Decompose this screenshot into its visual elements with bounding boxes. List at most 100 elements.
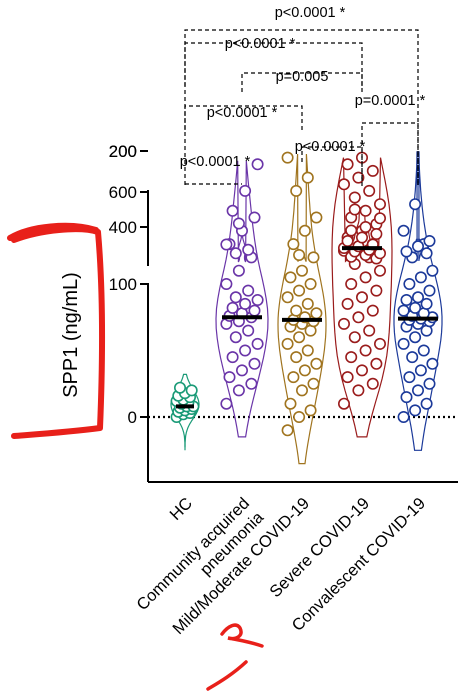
data-point (242, 324, 255, 337)
data-point (417, 344, 430, 357)
data-point (370, 284, 383, 297)
data-point (295, 384, 308, 397)
data-point (420, 397, 433, 410)
data-point (411, 291, 424, 304)
data-point (352, 384, 365, 397)
data-point (409, 198, 422, 211)
data-point (229, 291, 242, 304)
data-point (370, 228, 383, 241)
p-value-label: p=0.0001 * (355, 93, 426, 109)
data-point (298, 224, 311, 237)
data-point (345, 224, 358, 237)
data-point (304, 277, 317, 290)
data-point (232, 217, 245, 230)
data-point (301, 344, 314, 357)
data-point (281, 337, 294, 350)
category-label: Severe COVID-19 (266, 494, 373, 601)
data-point (409, 331, 422, 344)
data-point (290, 184, 303, 197)
data-point (232, 264, 245, 277)
data-point (400, 245, 413, 258)
data-point (226, 204, 239, 217)
data-point (426, 357, 439, 370)
data-point (293, 284, 306, 297)
data-point (281, 151, 294, 164)
data-point (284, 397, 297, 410)
data-point (409, 301, 422, 314)
violin-outline (170, 373, 200, 451)
data-point (411, 384, 424, 397)
data-point (341, 297, 354, 310)
data-point (293, 249, 306, 262)
data-point (406, 351, 419, 364)
p-value-label: p<0.0001 * (180, 154, 251, 170)
category-label-line: HC (166, 494, 196, 524)
significance-bracket (361, 122, 419, 186)
data-point (248, 211, 261, 224)
data-point (239, 184, 252, 197)
data-point (337, 397, 350, 410)
data-point (400, 391, 413, 404)
data-point (236, 364, 249, 377)
data-point (370, 357, 383, 370)
data-point (185, 384, 198, 397)
data-point (366, 164, 379, 177)
data-point (366, 377, 379, 390)
data-point (251, 337, 264, 350)
data-point (220, 238, 233, 251)
data-point (341, 235, 354, 248)
data-point (423, 377, 436, 390)
data-point (229, 331, 242, 344)
data-point (373, 264, 386, 277)
data-point (345, 277, 358, 290)
red-annotation-arrow (206, 623, 264, 691)
p-value-label: p<0.0001 * (275, 5, 346, 21)
data-point (403, 277, 416, 290)
data-point (239, 344, 252, 357)
p-value-label: p<0.0001 * (295, 139, 366, 155)
data-point (220, 397, 233, 410)
data-point (373, 212, 386, 225)
data-point (295, 264, 308, 277)
data-point (414, 364, 427, 377)
data-point (409, 404, 422, 417)
data-point (397, 337, 410, 350)
data-point (359, 271, 372, 284)
data-point (248, 357, 261, 370)
data-point (220, 277, 233, 290)
data-point (281, 291, 294, 304)
data-point (251, 293, 264, 306)
data-point (293, 410, 306, 423)
violins (170, 151, 443, 465)
data-point (304, 404, 317, 417)
data-point (310, 307, 323, 320)
data-point (337, 317, 350, 330)
category-label-line: Community acquired (133, 494, 253, 614)
data-point (248, 304, 261, 317)
data-point (310, 211, 323, 224)
data-point (420, 247, 433, 260)
data-point (359, 344, 372, 357)
data-point (229, 247, 242, 260)
data-point (281, 424, 294, 437)
red-annotation-bracket (7, 222, 105, 439)
data-point (359, 204, 372, 217)
data-point (363, 184, 376, 197)
data-point (348, 331, 361, 344)
data-point (307, 377, 320, 390)
data-point (341, 371, 354, 384)
data-point (251, 158, 264, 171)
violin-outline (393, 151, 443, 451)
y-axis-label: SPP1 (ng/mL) (60, 272, 82, 398)
data-point (301, 297, 314, 310)
data-point (411, 240, 424, 253)
data-point (242, 284, 255, 297)
data-point (242, 243, 255, 256)
data-point (355, 291, 368, 304)
data-point (352, 171, 365, 184)
data-point (284, 271, 297, 284)
data-point (348, 191, 361, 204)
data-point (341, 158, 354, 171)
